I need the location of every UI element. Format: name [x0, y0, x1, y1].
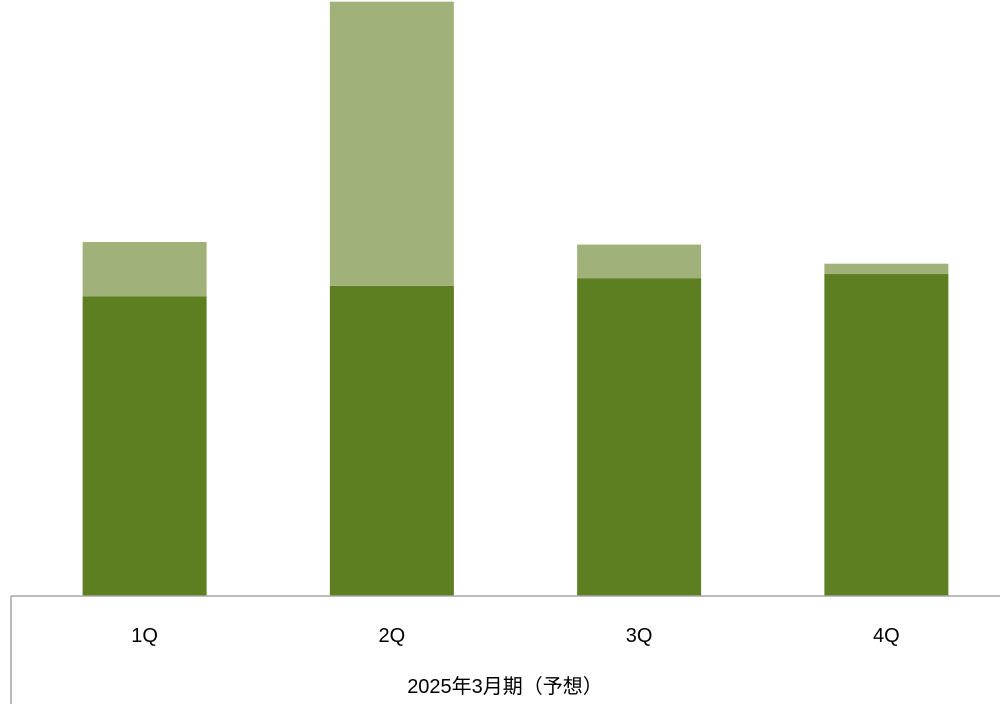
x-tick-label-4Q: 4Q: [873, 625, 900, 647]
bar-1Q-segment-2: [82, 241, 207, 297]
bar-3Q-segment-1: [577, 278, 702, 596]
bar-2Q-segment-1: [329, 285, 454, 596]
category-group-label: 2025年3月期（予想）: [407, 675, 603, 698]
labels-layer: 1Q 2Q 3Q 4Q: [131, 625, 899, 647]
axis-layer: [10, 595, 1000, 704]
bars-layer: [82, 1, 949, 596]
bar-4Q-segment-2: [824, 263, 949, 275]
bar-2Q-segment-2: [329, 1, 454, 286]
x-tick-label-3Q: 3Q: [626, 625, 653, 647]
x-tick-label-1Q: 1Q: [131, 625, 158, 647]
bar-3Q-segment-2: [577, 244, 702, 279]
bar-4Q-segment-1: [824, 274, 949, 596]
x-tick-label-2Q: 2Q: [379, 625, 406, 647]
bar-1Q-segment-1: [82, 296, 207, 596]
